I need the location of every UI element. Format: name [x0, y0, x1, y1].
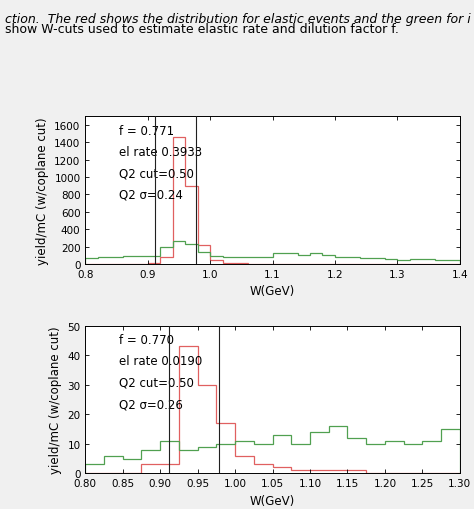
- Text: f = 0.770: f = 0.770: [119, 333, 174, 346]
- Text: el rate 0.0190: el rate 0.0190: [119, 355, 202, 367]
- Text: show W-cuts used to estimate elastic rate and dilution factor f.: show W-cuts used to estimate elastic rat…: [5, 23, 399, 36]
- Text: ction.  The red shows the distribution for elastic events and the green for i: ction. The red shows the distribution fo…: [5, 13, 471, 25]
- X-axis label: W(GeV): W(GeV): [250, 285, 295, 298]
- Text: Q2 σ=0.26: Q2 σ=0.26: [119, 398, 183, 410]
- Text: el rate 0.3933: el rate 0.3933: [119, 146, 202, 159]
- Text: f = 0.771: f = 0.771: [119, 124, 174, 137]
- Text: Q2 σ=0.24: Q2 σ=0.24: [119, 188, 183, 202]
- Text: Q2 cut=0.50: Q2 cut=0.50: [119, 167, 194, 180]
- X-axis label: W(GeV): W(GeV): [250, 494, 295, 507]
- Y-axis label: yield/mC (w/coplane cut): yield/mC (w/coplane cut): [36, 117, 49, 264]
- Text: Q2 cut=0.50: Q2 cut=0.50: [119, 376, 194, 389]
- Y-axis label: yield/mC (w/coplane cut): yield/mC (w/coplane cut): [49, 326, 62, 473]
